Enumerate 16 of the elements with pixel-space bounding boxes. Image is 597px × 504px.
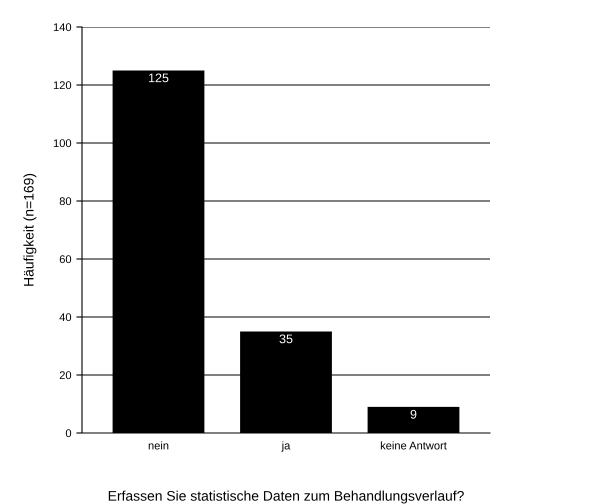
y-tick-label: 140 (54, 23, 72, 32)
y-axis-title: Häufigkeit (n=169) (23, 174, 36, 286)
x-tick-label: ja (281, 441, 290, 452)
x-axis-title: Erfassen Sie statistische Daten zum Behandlungsverlauf? (108, 490, 464, 504)
x-tick-label: keine Antwort (380, 441, 447, 450)
y-tick-label: 80 (60, 197, 72, 206)
y-tick-label: 40 (59, 313, 72, 322)
y-tick-label: 0 (66, 429, 72, 438)
data-label: 125 (149, 73, 168, 82)
data-label: 35 (280, 334, 292, 344)
y-tick-label: 20 (60, 371, 72, 380)
x-tick-label: nein (148, 441, 168, 450)
y-tick-label: 100 (54, 139, 72, 148)
y-tick-label: 60 (60, 255, 72, 264)
data-label: 9 (410, 410, 416, 419)
y-tick-label: 120 (54, 81, 72, 90)
